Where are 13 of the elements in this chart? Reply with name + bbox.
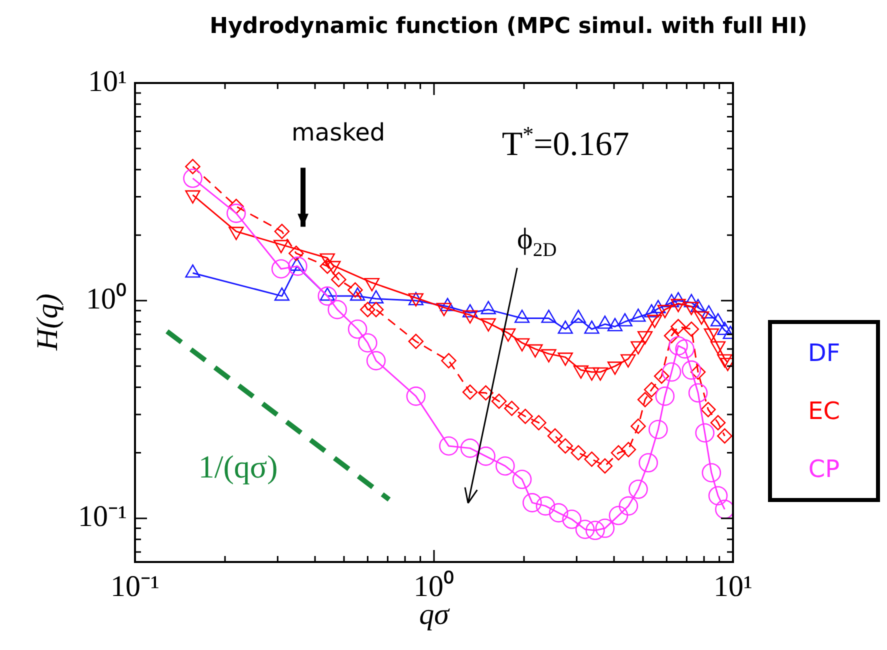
y-tick-label: 10¹ [88,64,127,98]
text: EC [808,397,840,425]
y-tick-label: 10⁻¹ [78,500,127,534]
text: CP [808,455,840,483]
text: DF [808,339,840,367]
annotation: T*=0.167 [502,121,630,163]
series-label: 1/(qσ) [198,448,278,484]
annotation: masked [292,118,386,146]
y-axis-title: H(q) [31,294,65,350]
chart-title: Hydrodynamic function (MPC simul. with full HI) [208,14,808,39]
x-tick-label: 10¹ [714,570,752,603]
y-tick-label: 10⁰ [86,282,127,316]
x-tick-label: 10⁻¹ [110,570,160,603]
